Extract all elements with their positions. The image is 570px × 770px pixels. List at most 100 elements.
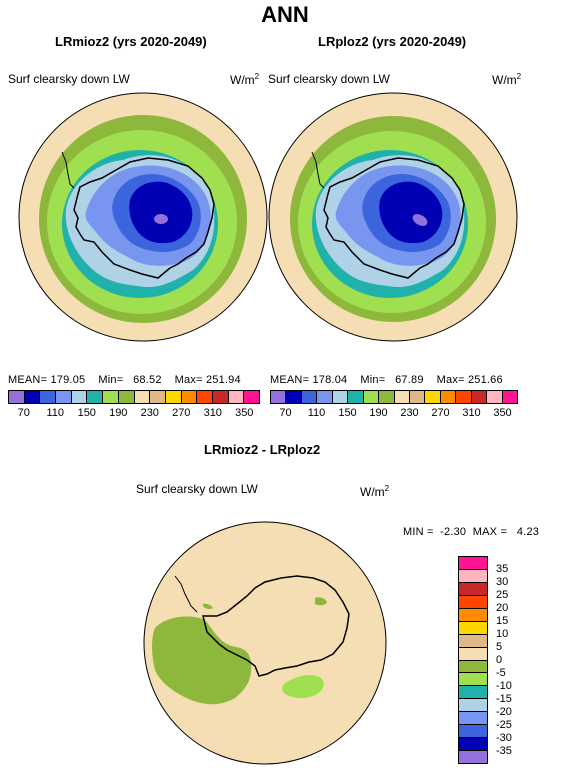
panel-1-colorbar-swatch [24,391,41,403]
panel-1-colorbar-swatch [181,391,198,403]
diff-colorbar-swatch [459,557,487,570]
panel-2-colorbar-swatch [317,391,333,403]
panel-1-colorbar-swatch [56,391,72,403]
diff-colorbar-tick-label: 0 [496,654,503,666]
south-america-coastline [311,151,325,189]
contour-band-70 [379,181,443,244]
diff-panel-max: 4.23 [516,526,540,538]
panel-2-colorbar-swatch [502,391,517,403]
panel-2-title: LRploz2 (yrs 2020-2049) [318,34,467,49]
panel-1-colorbar-swatch [9,391,25,403]
panel-2-colorbar-swatch [394,391,410,403]
panel-1-colorbar-tick-label: 110 [46,407,65,419]
diff-colorbar-tick-label: -35 [496,745,512,757]
panel-2-colorbar-swatch [271,391,287,403]
diff-colorbar-swatch [459,699,487,713]
panel-2-mean: 178.04 [312,374,348,386]
panel-2-max: 251.66 [467,374,503,386]
diff-colorbar-swatch [459,595,487,609]
diff-colorbar-labels: 35 30 25 20 15 10 5 0 -5 -10 -15 -20 -25 -30 -35 [496,556,536,764]
panel-2-polar-map [268,92,518,342]
contour-band-70 [129,181,193,244]
diff-colorbar-tick-label: -20 [496,706,512,718]
antarctica-coastline [202,575,350,677]
south-america-coastline [61,151,75,189]
panel-2-colorbar-tick-label: 310 [462,407,481,419]
panel-2-colorbar-tick-label: 230 [400,407,419,419]
diff-colorbar-tick-label: 20 [496,602,509,614]
panel-2-colorbar-swatch [332,391,349,403]
diff-colorbar-tick-label: 35 [496,563,509,575]
diff-colorbar-swatch [459,712,487,726]
panel-2-colorbar-swatch [440,391,457,403]
panel-2-colorbar [270,390,518,404]
diff-colorbar-swatch [459,582,487,596]
panel-1-colorbar-tick-label: 150 [77,407,96,419]
panel-1-colorbar-swatch [197,391,213,403]
panel-1-colorbar-swatch [228,391,245,403]
diff-colorbar-swatch [459,738,487,752]
panel-2-units: W/m2 [492,72,522,87]
panel-1-colorbar-swatch [71,391,88,403]
panel-1-colorbar-tick-label: 70 [17,407,30,419]
diff-colorbar-swatch [459,634,487,648]
diff-colorbar-tick-label: 15 [496,615,509,627]
diff-colorbar-tick-label: -10 [496,680,512,692]
panel-2-variable-label: Surf clearsky down LW [268,72,390,86]
diff-negative-region-peninsula [203,603,213,610]
diff-colorbar-tick-label: 5 [496,641,503,653]
panel-2-colorbar-tick-label: 70 [279,407,292,419]
panel-2-colorbar-swatch [379,391,395,403]
panel-1-colorbar-swatch [212,391,229,403]
diff-colorbar-tick-label: 25 [496,589,509,601]
panel-2-min: 67.89 [395,374,424,386]
panel-2-colorbar-swatch [286,391,302,403]
panel-2-colorbar-labels: 70 110 150 190 230 270 310 350 [270,407,518,421]
diff-colorbar-tick-label: 30 [496,576,509,588]
diff-colorbar-swatch [459,660,487,674]
diff-panel-units: W/m2 [360,484,390,499]
panel-1-stats: MEAN= 179.05 Min= 68.52 Max= 251.94 [8,374,241,386]
contour-band-min [154,214,168,224]
diff-colorbar-tick-label: -25 [496,719,512,731]
diff-colorbar-swatch [459,608,487,622]
panel-1-colorbar-labels: 70 110 150 190 230 270 310 350 [8,407,260,421]
diff-panel-title: LRmioz2 - LRploz2 [204,442,321,457]
diff-negative-region-small [315,597,327,606]
panel-1-colorbar-tick-label: 310 [203,407,222,419]
panel-1-colorbar-swatch [134,391,151,403]
panel-2-colorbar-tick-label: 270 [431,407,450,419]
panel-2-colorbar-swatch [425,391,441,403]
panel-1-colorbar-tick-label: 350 [235,407,254,419]
panel-1-colorbar-tick-label: 270 [172,407,191,419]
diff-colorbar-swatch [459,751,487,763]
panel-1-polar-map [18,92,268,342]
panel-1-colorbar-swatch [40,391,57,403]
panel-1-colorbar-swatch [244,391,259,403]
diff-negative-region-west [152,616,252,705]
panel-2-colorbar-tick-label: 190 [369,407,388,419]
diff-colorbar-swatch [459,621,487,635]
panel-2-colorbar-tick-label: 150 [338,407,357,419]
diff-colorbar-tick-label: -30 [496,732,512,744]
panel-2-colorbar-swatch [409,391,426,403]
diff-colorbar-tick-label: -5 [496,667,506,679]
panel-1-max: 251.94 [205,374,241,386]
panel-2-colorbar-swatch [348,391,364,403]
panel-1-colorbar-swatch [118,391,135,403]
figure-title: ANN [261,2,309,27]
panel-1-colorbar-tick-label: 190 [109,407,128,419]
panel-2-colorbar-swatch [363,391,380,403]
panel-2-colorbar-swatch [301,391,318,403]
diff-colorbar-swatch [459,673,487,687]
antarctica-coastline [73,157,215,279]
panel-1-colorbar-tick-label: 230 [140,407,159,419]
diff-colorbar-swatch [459,725,487,739]
panel-2-colorbar-swatch [456,391,472,403]
diff-panel-variable-label: Surf clearsky down LW [136,482,258,496]
panel-1-colorbar [8,390,260,404]
diff-negative-region-east [282,675,324,699]
diff-panel-min: -2.30 [440,526,467,538]
south-america-coastline [174,575,198,613]
panel-2-stats: MEAN= 178.04 Min= 67.89 Max= 251.66 [270,374,503,386]
